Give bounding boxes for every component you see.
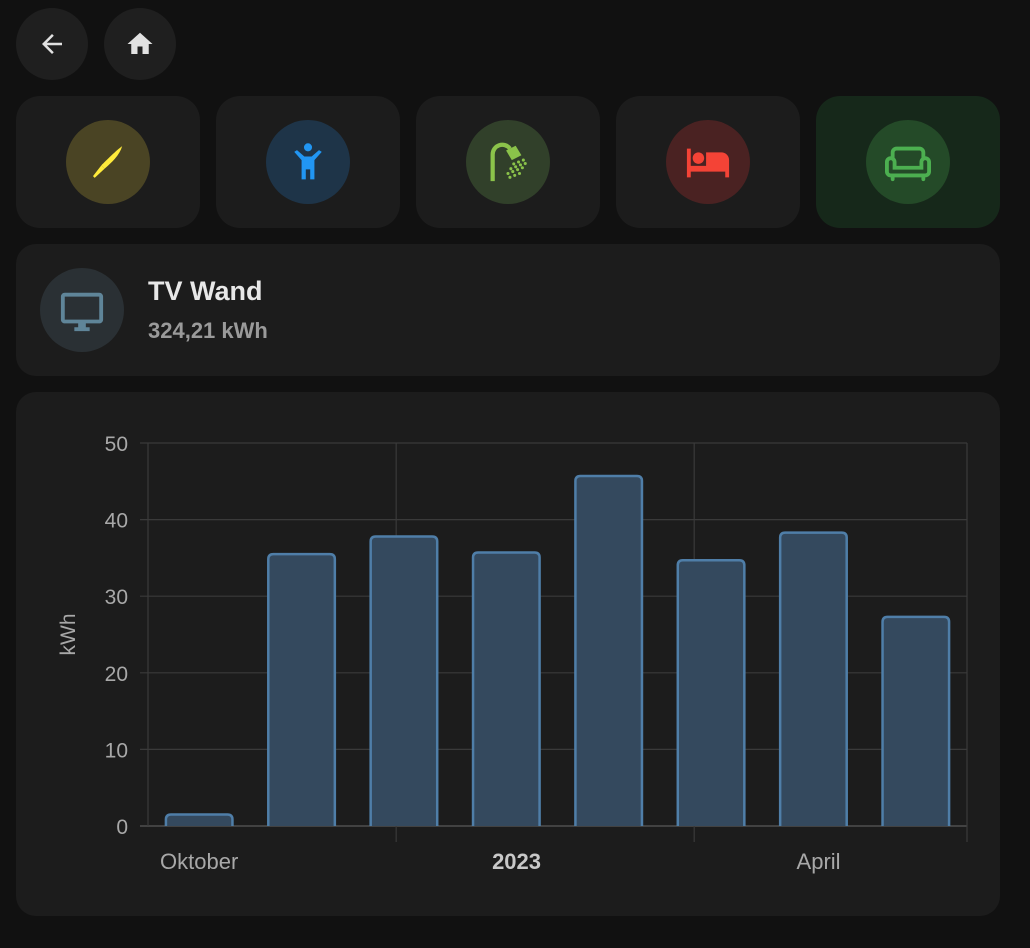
bar	[574, 474, 644, 826]
home-button[interactable]	[104, 8, 176, 80]
room-card-living-room[interactable]	[816, 96, 1000, 228]
entity-card[interactable]: TV Wand 324,21 kWh	[16, 244, 1000, 376]
y-axis-label: kWh	[57, 614, 80, 656]
x-tick-label: Oktober	[160, 849, 238, 874]
bed-icon	[686, 148, 730, 178]
bar	[471, 551, 541, 826]
y-tick-label: 20	[105, 663, 128, 686]
bar	[369, 535, 439, 826]
x-tick-label: 2023	[492, 849, 541, 874]
y-tick-label: 10	[105, 739, 128, 762]
room-card-kitchen[interactable]	[16, 96, 200, 228]
room-card-kids[interactable]	[216, 96, 400, 228]
knife-icon	[93, 146, 123, 178]
home-icon	[127, 32, 153, 54]
bar	[881, 615, 951, 826]
energy-bar-chart: 0 10 20 30 40 50 Oktober 2023 April kWh	[57, 433, 968, 874]
room-icon-circle	[666, 120, 750, 204]
room-card-bathroom[interactable]	[416, 96, 600, 228]
bar	[676, 558, 746, 826]
back-button[interactable]	[16, 8, 88, 80]
bar	[164, 813, 234, 826]
room-icon-circle	[266, 120, 350, 204]
child-icon	[294, 143, 322, 180]
entity-name: TV Wand	[148, 276, 263, 306]
bar	[267, 552, 337, 826]
room-icon-circle	[466, 120, 550, 204]
monitor-icon	[60, 292, 104, 332]
y-tick-label: 0	[116, 816, 128, 839]
sofa-icon	[885, 146, 931, 182]
bar	[778, 531, 848, 826]
y-tick-label: 30	[105, 586, 128, 609]
room-icon-circle	[66, 120, 150, 204]
room-icon-circle	[866, 120, 950, 204]
entity-icon-circle	[40, 268, 124, 352]
x-tick-label: April	[797, 849, 841, 874]
shower-icon	[490, 142, 527, 182]
y-tick-label: 40	[105, 510, 128, 533]
y-tick-label: 50	[105, 433, 128, 456]
entity-state: 324,21 kWh	[148, 318, 268, 343]
energy-chart-card: 0 10 20 30 40 50 Oktober 2023 April kWh	[16, 392, 1000, 916]
arrow-left-icon	[42, 34, 62, 54]
room-card-bedroom[interactable]	[616, 96, 800, 228]
